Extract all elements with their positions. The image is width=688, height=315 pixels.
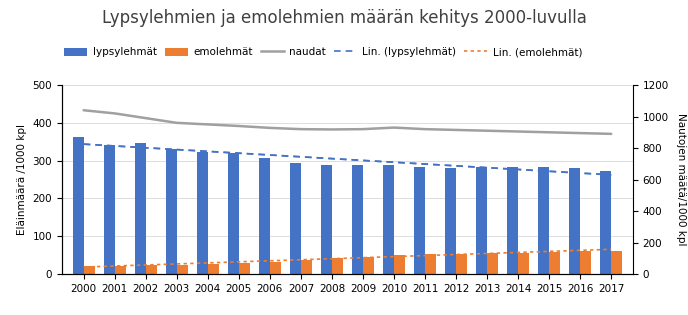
Bar xyxy=(383,165,394,274)
Bar xyxy=(104,145,115,274)
Bar xyxy=(301,260,312,274)
Bar xyxy=(414,168,425,274)
Bar xyxy=(476,167,487,274)
Bar xyxy=(601,171,611,274)
Bar xyxy=(321,165,332,274)
Bar xyxy=(445,168,456,274)
Bar xyxy=(259,158,270,274)
Bar xyxy=(228,153,239,274)
Bar xyxy=(177,265,188,274)
Bar xyxy=(197,152,208,274)
Bar xyxy=(611,251,622,274)
Y-axis label: Nautojen määtä/1000 kpl: Nautojen määtä/1000 kpl xyxy=(676,113,686,246)
Bar xyxy=(394,255,405,274)
Bar xyxy=(270,261,281,274)
Bar xyxy=(146,265,157,274)
Bar xyxy=(580,251,591,274)
Bar xyxy=(332,258,343,274)
Bar xyxy=(425,254,436,274)
Text: Lypsylehmien ja emolehmien määrän kehitys 2000-luvulla: Lypsylehmien ja emolehmien määrän kehity… xyxy=(102,9,586,27)
Bar xyxy=(352,165,363,274)
Bar xyxy=(135,142,146,274)
Bar xyxy=(570,168,580,274)
Bar xyxy=(538,167,549,274)
Bar xyxy=(507,168,518,274)
Bar xyxy=(518,253,529,274)
Bar xyxy=(549,252,560,274)
Bar xyxy=(487,253,498,274)
Bar xyxy=(115,266,125,274)
Legend: lypsylehmät, emolehmät, naudat, Lin. (lypsylehmät), Lin. (emolehmät): lypsylehmät, emolehmät, naudat, Lin. (ly… xyxy=(61,43,586,61)
Y-axis label: Eläinmäärä /1000 kpl: Eläinmäärä /1000 kpl xyxy=(17,124,27,235)
Bar xyxy=(208,264,219,274)
Bar xyxy=(239,263,250,274)
Bar xyxy=(363,257,374,274)
Bar xyxy=(166,149,177,274)
Bar xyxy=(290,163,301,274)
Bar xyxy=(84,266,94,274)
Bar xyxy=(73,137,84,274)
Bar xyxy=(456,254,467,274)
